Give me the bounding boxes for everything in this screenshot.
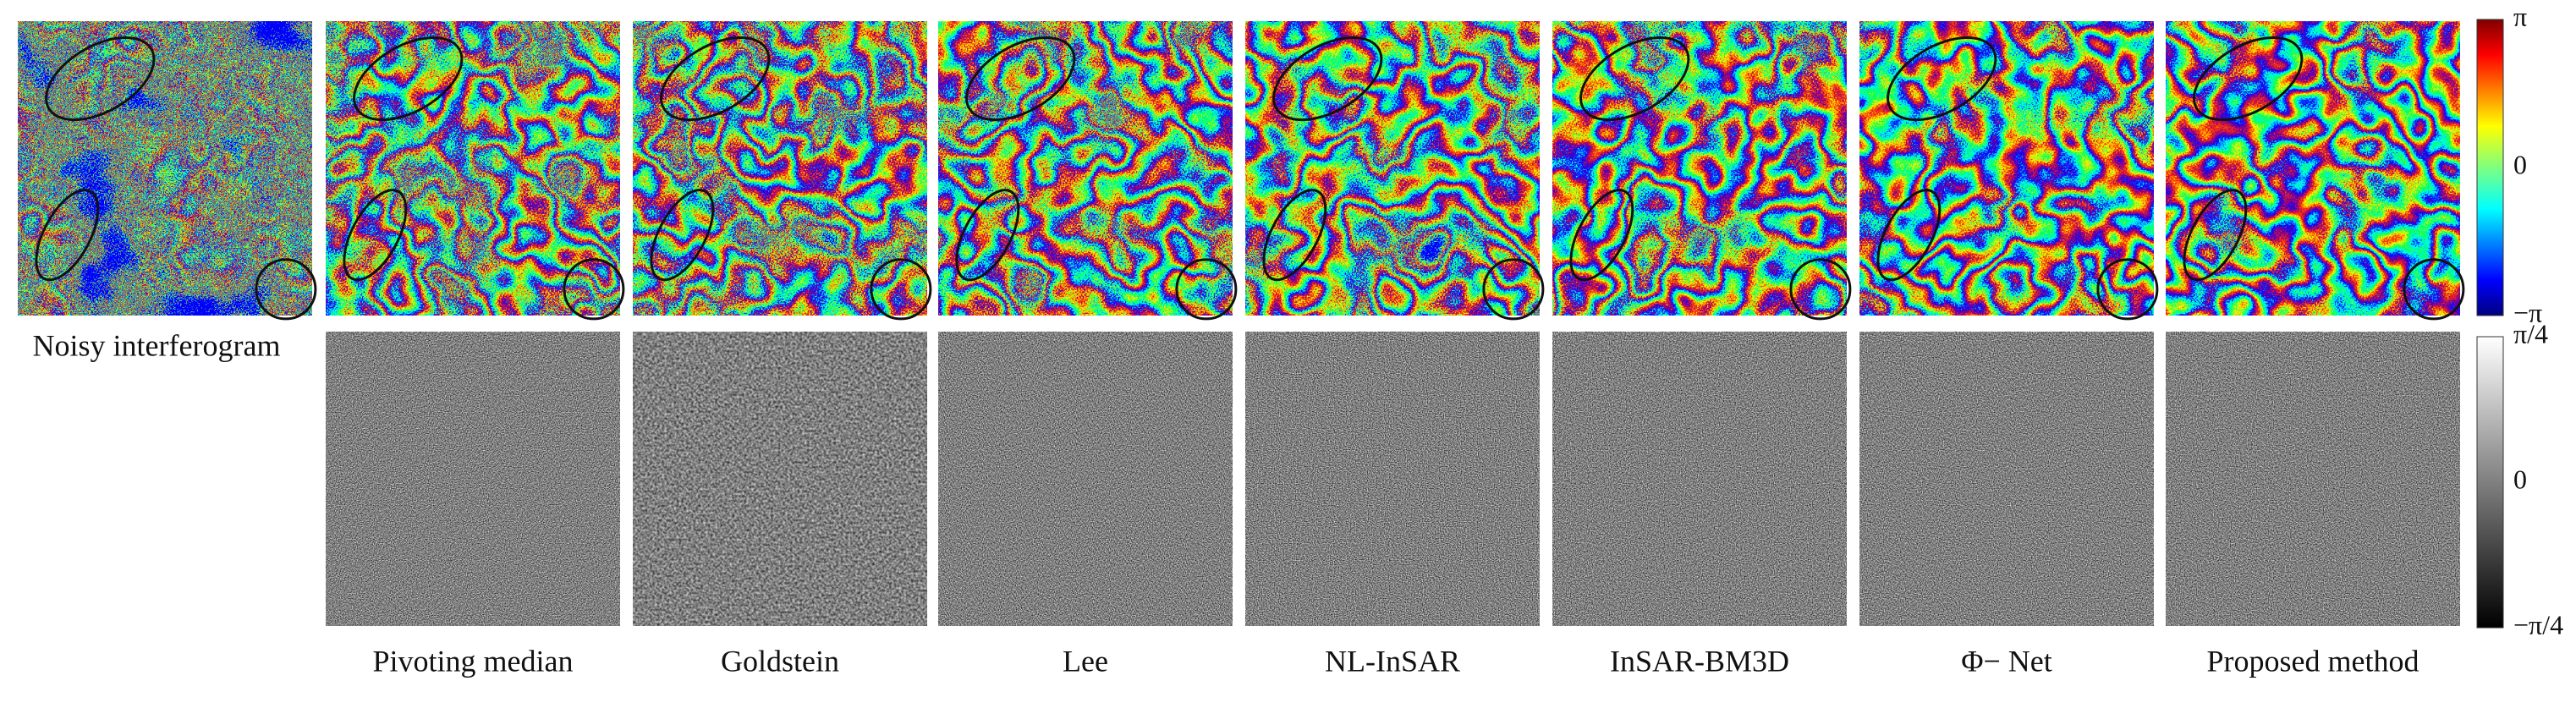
highlight-ellipse xyxy=(2193,36,2304,122)
highlight-ellipse xyxy=(563,258,625,321)
highlight-ellipse xyxy=(2403,258,2465,321)
colorbar-tick-label: −π/4 xyxy=(2513,609,2563,640)
method-label: InSAR-BM3D xyxy=(1610,644,1789,678)
residual-image xyxy=(1552,332,1847,626)
colorbar xyxy=(2476,19,2504,316)
residual-image xyxy=(326,332,620,626)
phase-image xyxy=(938,21,1233,316)
colorbar-tick-label: −π xyxy=(2513,297,2542,327)
highlight-ellipse xyxy=(955,189,1020,282)
highlight-ellipse xyxy=(35,189,100,282)
phase-image xyxy=(326,21,620,316)
colorbar xyxy=(2476,336,2504,629)
highlight-ellipse xyxy=(2096,258,2159,321)
colorbar-tick-label: π xyxy=(2513,1,2527,31)
highlight-ellipse xyxy=(660,36,771,122)
residual-image xyxy=(938,332,1233,626)
highlight-ellipse xyxy=(1579,36,1690,122)
highlight-ellipse xyxy=(965,36,1076,122)
method-label: Pivoting median xyxy=(373,644,574,678)
colorbar-tick-label: π/4 xyxy=(2513,318,2548,349)
highlight-ellipse xyxy=(1876,189,1942,282)
colorbar-tick-label: 0 xyxy=(2513,149,2527,179)
colorbar-tick-label: 0 xyxy=(2513,464,2527,494)
highlight-ellipse xyxy=(45,36,156,122)
highlight-ellipse xyxy=(255,258,317,321)
method-label: Lee xyxy=(1063,644,1108,678)
phase-image xyxy=(18,21,312,316)
phase-image xyxy=(1552,21,1847,316)
phase-image xyxy=(633,21,927,316)
phase-image xyxy=(1859,21,2154,316)
phase-image xyxy=(1245,21,1540,316)
highlight-ellipse xyxy=(650,189,715,282)
residual-image xyxy=(1859,332,2154,626)
method-label: Proposed method xyxy=(2207,644,2419,678)
noisy-label: Noisy interferogram xyxy=(33,328,281,362)
highlight-ellipse xyxy=(1175,258,1238,321)
residual-image xyxy=(2166,332,2460,626)
highlight-ellipse xyxy=(353,36,464,122)
highlight-ellipse xyxy=(343,189,408,282)
highlight-ellipse xyxy=(1482,258,1545,321)
highlight-ellipse xyxy=(1789,258,1852,321)
method-label: NL-InSAR xyxy=(1325,644,1460,678)
residual-image xyxy=(633,332,927,626)
phase-image xyxy=(2166,21,2460,316)
highlight-ellipse xyxy=(1569,189,1634,282)
method-label: Goldstein xyxy=(721,644,839,678)
highlight-ellipse xyxy=(870,258,932,321)
highlight-ellipse xyxy=(1272,36,1383,122)
method-label: Φ− Net xyxy=(1961,644,2052,678)
residual-image xyxy=(1245,332,1540,626)
highlight-ellipse xyxy=(2183,189,2248,282)
highlight-ellipse xyxy=(1262,189,1327,282)
highlight-ellipse xyxy=(1887,36,1997,122)
